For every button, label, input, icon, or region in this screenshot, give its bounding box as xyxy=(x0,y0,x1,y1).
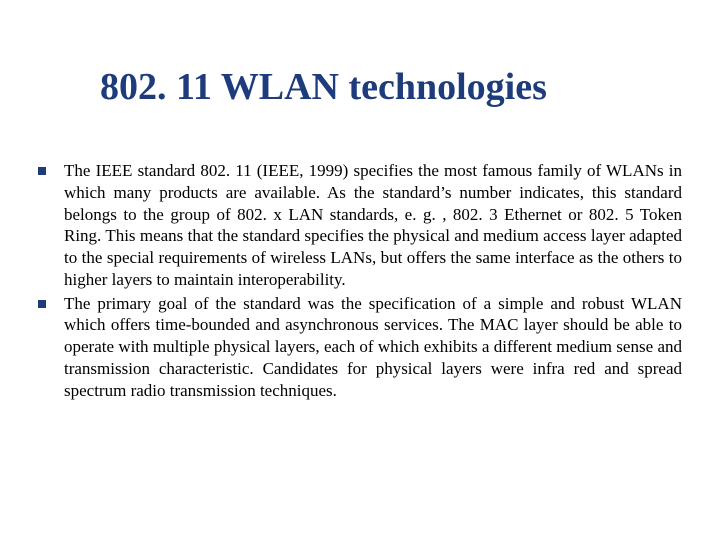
list-item: The IEEE standard 802. 11 (IEEE, 1999) s… xyxy=(38,160,682,291)
bullet-paragraph: The primary goal of the standard was the… xyxy=(64,293,682,402)
bullet-paragraph: The IEEE standard 802. 11 (IEEE, 1999) s… xyxy=(64,160,682,291)
list-item: The primary goal of the standard was the… xyxy=(38,293,682,402)
body-text-area: The IEEE standard 802. 11 (IEEE, 1999) s… xyxy=(38,160,682,403)
square-bullet-icon xyxy=(38,300,46,308)
slide: 802. 11 WLAN technologies The IEEE stand… xyxy=(0,0,720,540)
slide-title: 802. 11 WLAN technologies xyxy=(100,65,547,109)
square-bullet-icon xyxy=(38,167,46,175)
